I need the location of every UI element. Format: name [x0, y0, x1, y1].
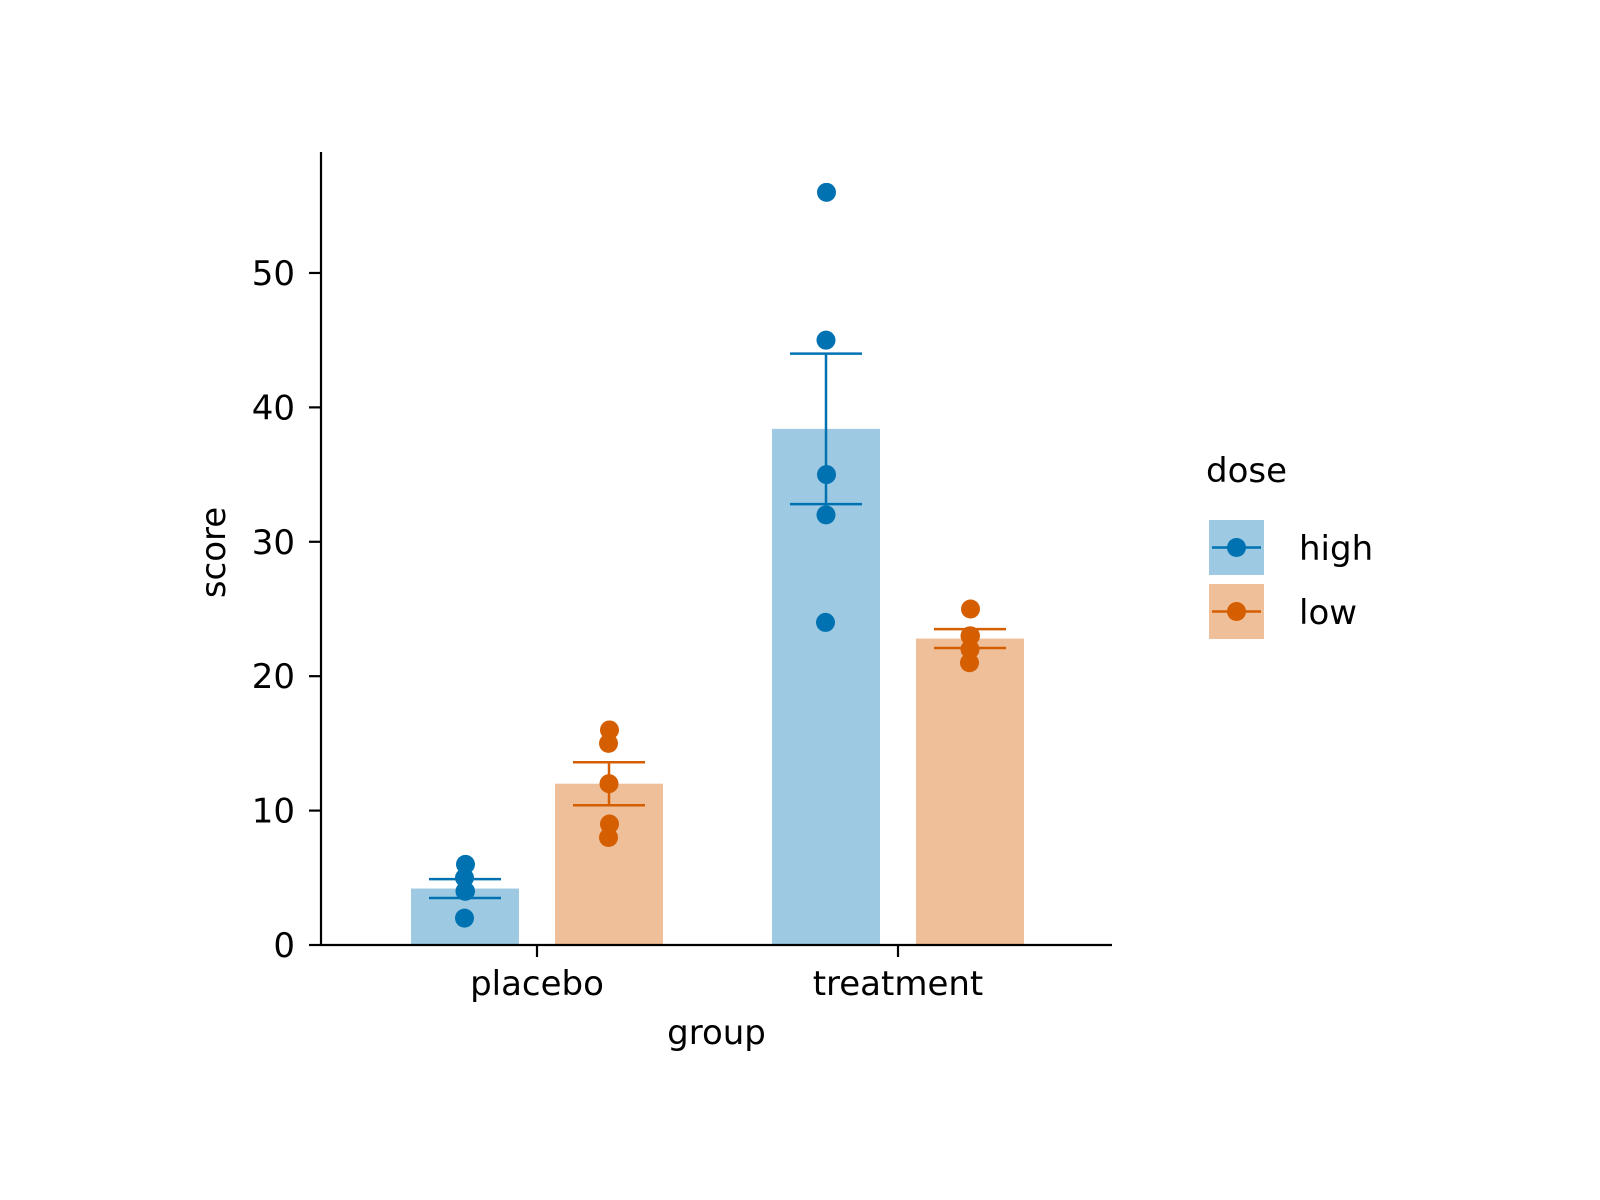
point-low-placebo — [599, 774, 619, 794]
legend-item-high: high — [1209, 520, 1373, 575]
legend-items: high low — [1209, 520, 1373, 639]
point-low-treatment — [960, 639, 980, 659]
point-low-placebo — [600, 720, 619, 740]
point-high-placebo — [455, 881, 475, 901]
legend-title: dose — [1206, 451, 1287, 491]
point-high-treatment — [816, 505, 836, 525]
y-tick-label: 10 — [252, 792, 295, 832]
x-ticks: placebo treatment — [470, 945, 983, 1004]
legend: dose high low — [1206, 451, 1373, 639]
y-axis-label: score — [194, 507, 234, 598]
legend-label: low — [1299, 593, 1357, 633]
y-ticks: 0 10 20 30 40 50 — [252, 254, 321, 966]
bar-low-treatment — [916, 638, 1024, 945]
point-high-placebo — [456, 854, 475, 874]
point-high-treatment — [816, 330, 836, 350]
point-low-treatment — [961, 599, 980, 619]
point-low-treatment — [960, 626, 980, 646]
x-tick-label: placebo — [470, 964, 604, 1004]
point-high-treatment — [817, 182, 836, 202]
legend-marker — [1227, 538, 1246, 557]
legend-marker — [1227, 602, 1246, 621]
point-high-placebo — [455, 908, 474, 928]
bar-low-placebo — [555, 783, 663, 945]
axes-layer — [319, 152, 1112, 947]
y-tick-label: 50 — [252, 254, 295, 294]
point-low-placebo — [600, 814, 619, 834]
point-high-treatment — [817, 465, 836, 485]
y-tick-label: 40 — [252, 388, 295, 428]
point-high-treatment — [816, 612, 835, 632]
x-tick-label: treatment — [813, 964, 984, 1004]
legend-label: high — [1299, 529, 1373, 569]
bars-layer — [411, 428, 1024, 946]
x-axis-label: group — [667, 1013, 766, 1053]
point-low-treatment — [960, 653, 979, 673]
points-layer — [455, 182, 980, 928]
y-tick-label: 30 — [252, 523, 295, 563]
y-tick-label: 0 — [273, 926, 295, 966]
legend-item-low: low — [1209, 584, 1357, 639]
y-tick-label: 20 — [252, 657, 295, 697]
